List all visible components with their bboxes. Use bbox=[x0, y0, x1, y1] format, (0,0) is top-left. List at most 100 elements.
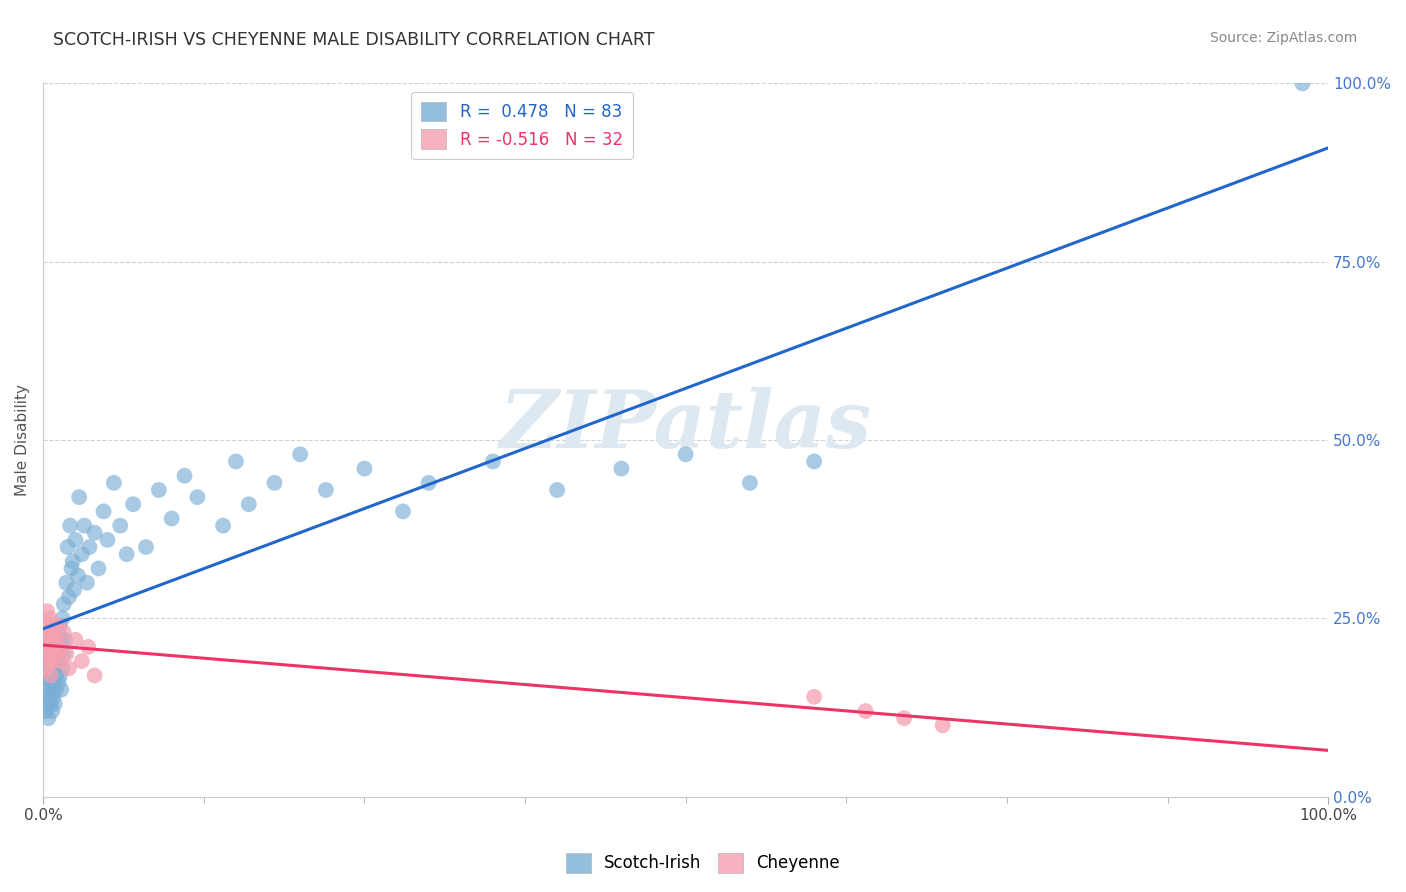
Point bbox=[35, 697, 58, 711]
Point bbox=[931, 718, 953, 732]
Point bbox=[35, 661, 58, 675]
Point bbox=[52, 647, 75, 661]
Point bbox=[96, 533, 118, 547]
Point bbox=[76, 575, 98, 590]
Point bbox=[46, 654, 69, 668]
Point bbox=[48, 647, 70, 661]
Point bbox=[35, 704, 58, 718]
Point bbox=[44, 640, 66, 654]
Point bbox=[37, 654, 59, 668]
Point bbox=[41, 647, 63, 661]
Point bbox=[103, 475, 125, 490]
Legend: Scotch-Irish, Cheyenne: Scotch-Irish, Cheyenne bbox=[560, 847, 846, 880]
Point bbox=[42, 625, 65, 640]
Point bbox=[38, 647, 60, 661]
Point bbox=[38, 611, 60, 625]
Point bbox=[65, 632, 87, 647]
Point bbox=[87, 561, 110, 575]
Point bbox=[39, 632, 62, 647]
Point bbox=[37, 682, 59, 697]
Point bbox=[51, 682, 73, 697]
Point bbox=[353, 461, 375, 475]
Point bbox=[418, 475, 440, 490]
Point bbox=[212, 518, 235, 533]
Point bbox=[160, 511, 183, 525]
Point bbox=[55, 647, 77, 661]
Point bbox=[51, 640, 73, 654]
Point bbox=[148, 483, 170, 497]
Point bbox=[51, 632, 73, 647]
Point bbox=[38, 640, 60, 654]
Point bbox=[34, 632, 56, 647]
Point bbox=[35, 668, 58, 682]
Point bbox=[37, 625, 59, 640]
Point bbox=[70, 547, 93, 561]
Point bbox=[52, 625, 75, 640]
Point bbox=[738, 475, 761, 490]
Point bbox=[49, 654, 72, 668]
Point bbox=[63, 582, 86, 597]
Point bbox=[51, 611, 73, 625]
Point bbox=[59, 518, 82, 533]
Point bbox=[610, 461, 633, 475]
Point bbox=[39, 632, 62, 647]
Point bbox=[41, 704, 63, 718]
Point bbox=[53, 632, 76, 647]
Point bbox=[52, 597, 75, 611]
Point bbox=[62, 554, 84, 568]
Point bbox=[135, 540, 157, 554]
Point bbox=[77, 640, 100, 654]
Point bbox=[66, 568, 89, 582]
Point bbox=[45, 682, 67, 697]
Point bbox=[35, 618, 58, 632]
Point bbox=[482, 454, 505, 468]
Point bbox=[60, 561, 83, 575]
Point bbox=[290, 447, 312, 461]
Point bbox=[893, 711, 915, 725]
Point bbox=[122, 497, 145, 511]
Point bbox=[315, 483, 337, 497]
Point bbox=[37, 654, 59, 668]
Text: ZIPatlas: ZIPatlas bbox=[499, 387, 872, 465]
Point bbox=[1291, 77, 1313, 91]
Text: Source: ZipAtlas.com: Source: ZipAtlas.com bbox=[1209, 31, 1357, 45]
Point bbox=[225, 454, 247, 468]
Point bbox=[42, 654, 65, 668]
Point bbox=[35, 661, 58, 675]
Point bbox=[73, 518, 96, 533]
Point bbox=[58, 661, 80, 675]
Point bbox=[58, 590, 80, 604]
Point bbox=[41, 661, 63, 675]
Point bbox=[38, 668, 60, 682]
Point bbox=[45, 668, 67, 682]
Point bbox=[546, 483, 568, 497]
Point bbox=[83, 668, 105, 682]
Point bbox=[115, 547, 138, 561]
Point bbox=[46, 625, 69, 640]
Legend: R =  0.478   N = 83, R = -0.516   N = 32: R = 0.478 N = 83, R = -0.516 N = 32 bbox=[412, 92, 633, 159]
Point bbox=[186, 490, 208, 504]
Point bbox=[110, 518, 132, 533]
Point bbox=[41, 682, 63, 697]
Point bbox=[65, 533, 87, 547]
Point bbox=[392, 504, 415, 518]
Point bbox=[35, 604, 58, 618]
Point bbox=[49, 668, 72, 682]
Point bbox=[83, 525, 105, 540]
Point bbox=[37, 711, 59, 725]
Point bbox=[49, 618, 72, 632]
Point bbox=[70, 654, 93, 668]
Point bbox=[56, 540, 79, 554]
Point bbox=[39, 675, 62, 690]
Point bbox=[34, 690, 56, 704]
Point bbox=[173, 468, 195, 483]
Point bbox=[44, 661, 66, 675]
Y-axis label: Male Disability: Male Disability bbox=[15, 384, 30, 496]
Point bbox=[46, 647, 69, 661]
Point bbox=[42, 675, 65, 690]
Point bbox=[42, 690, 65, 704]
Point bbox=[38, 690, 60, 704]
Point bbox=[263, 475, 285, 490]
Text: SCOTCH-IRISH VS CHEYENNE MALE DISABILITY CORRELATION CHART: SCOTCH-IRISH VS CHEYENNE MALE DISABILITY… bbox=[53, 31, 655, 49]
Point bbox=[41, 618, 63, 632]
